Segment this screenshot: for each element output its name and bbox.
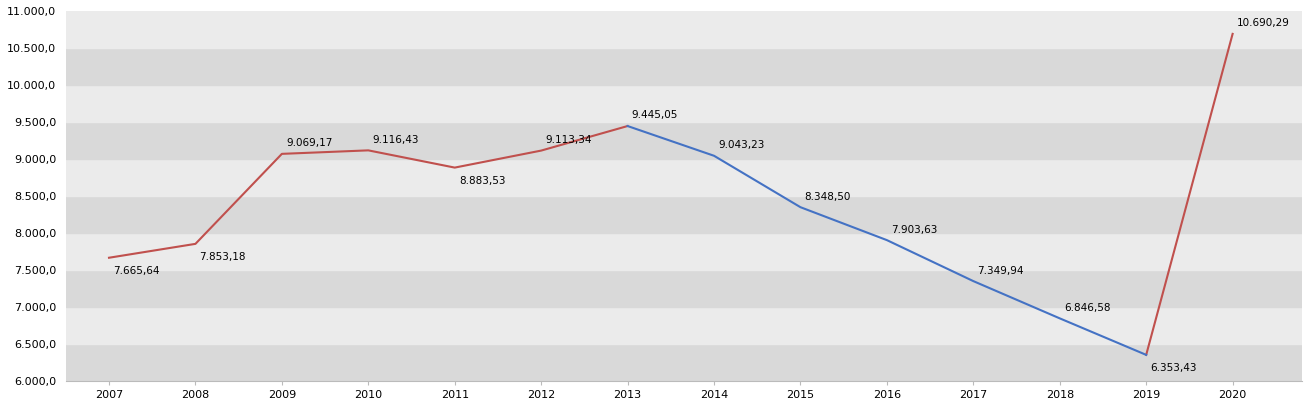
Bar [65,85,1301,122]
Text: 9.116,43: 9.116,43 [373,135,419,145]
Text: 7.903,63: 7.903,63 [891,225,937,234]
Text: 7.853,18: 7.853,18 [199,252,246,262]
Text: 9.445,05: 9.445,05 [632,110,678,120]
Bar [65,233,1301,270]
Text: 6.846,58: 6.846,58 [1064,303,1110,313]
Text: 8.883,53: 8.883,53 [459,176,505,186]
Bar [65,122,1301,159]
Text: 9.113,34: 9.113,34 [546,135,592,145]
Text: 9.069,17: 9.069,17 [287,138,332,148]
Text: 8.348,50: 8.348,50 [805,192,851,201]
Text: 6.353,43: 6.353,43 [1151,363,1196,373]
Bar [65,48,1301,85]
Text: 10.690,29: 10.690,29 [1237,18,1289,28]
Text: 7.349,94: 7.349,94 [978,265,1024,276]
Bar [65,196,1301,233]
Bar [65,11,1301,48]
Bar [65,270,1301,307]
Text: 9.043,23: 9.043,23 [719,140,764,150]
Bar [65,344,1301,381]
Bar [65,159,1301,196]
Bar [65,307,1301,344]
Text: 7.665,64: 7.665,64 [113,266,160,276]
